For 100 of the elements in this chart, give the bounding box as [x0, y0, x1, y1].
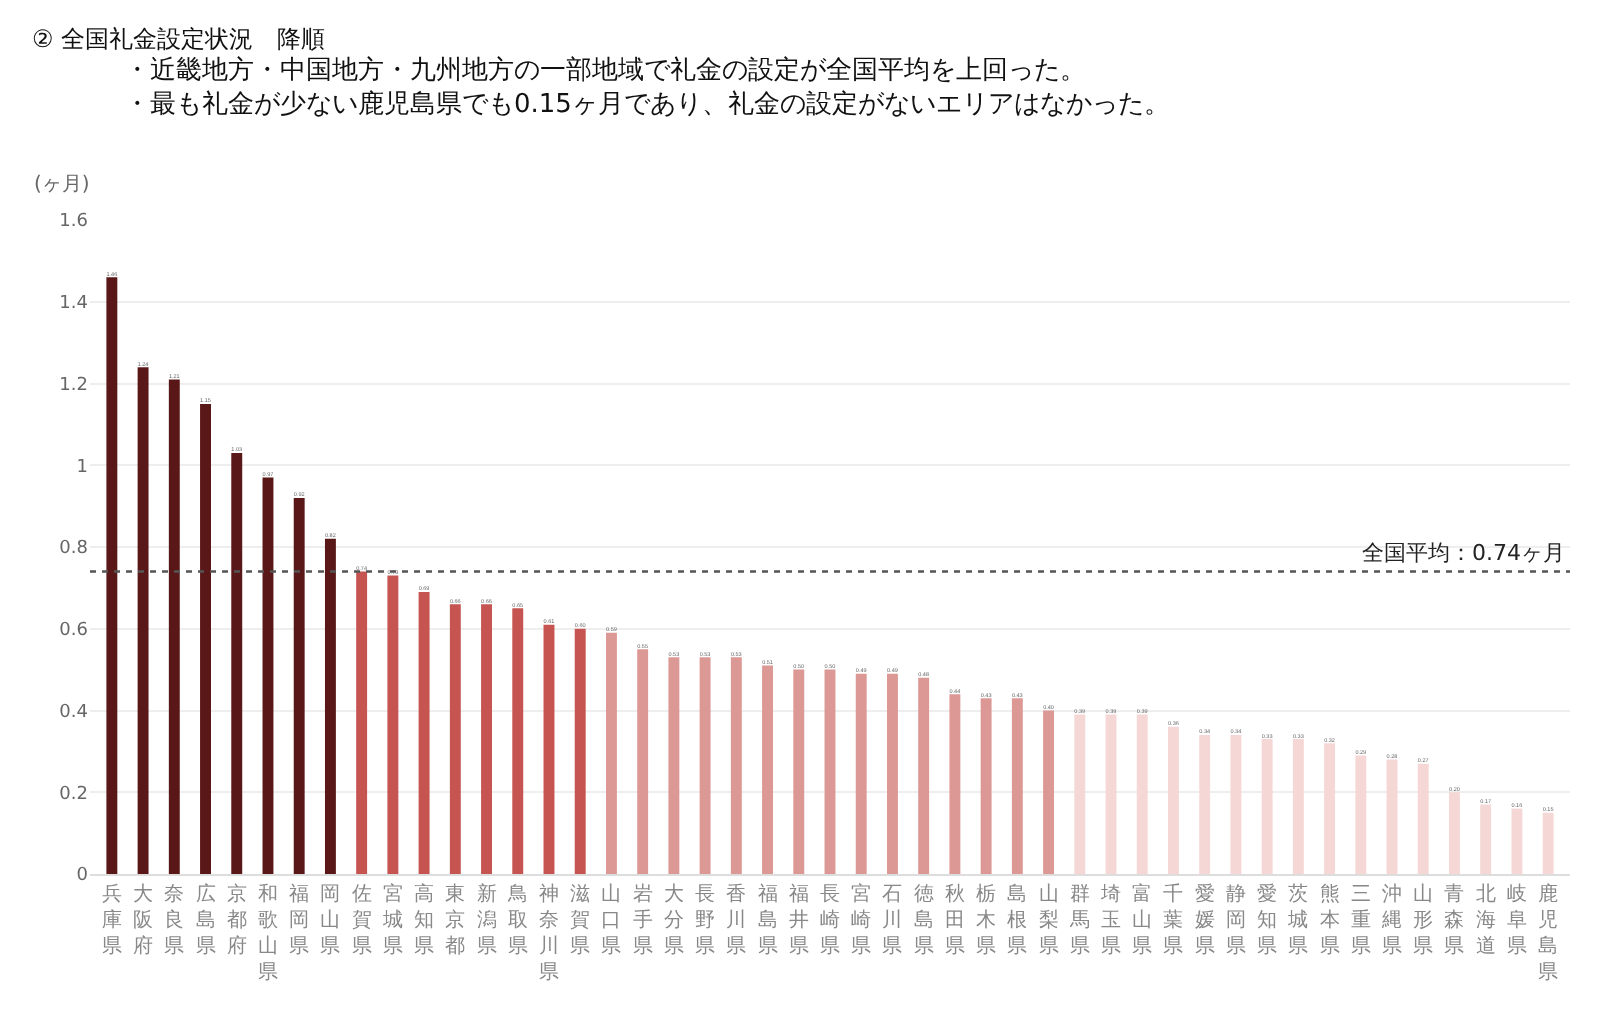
x-tick-label: 愛知県 [1257, 882, 1278, 958]
bar [1011, 698, 1023, 874]
bar [543, 624, 555, 874]
bar [1074, 714, 1086, 874]
bar [356, 571, 368, 874]
y-tick-label: 1.4 [59, 294, 89, 315]
x-tick-label: 兵庫県 [101, 882, 122, 958]
bar [855, 673, 867, 874]
bar [824, 669, 836, 874]
y-tick-label: 0.2 [59, 784, 88, 805]
x-tick-label: 石川県 [882, 884, 903, 958]
ref-line-label: 全国平均：0.74ヶ月 [1362, 540, 1565, 566]
bar [1542, 812, 1554, 874]
x-tick-label: 岐阜県 [1506, 882, 1527, 958]
bar [1168, 726, 1179, 874]
x-tick-label: 静岡県 [1225, 882, 1246, 958]
bar [1511, 808, 1523, 874]
bar [418, 591, 430, 874]
x-tick-label: 山梨県 [1038, 882, 1059, 958]
x-tick-label: 長野県 [695, 884, 716, 958]
x-tick-label: 群馬県 [1067, 882, 1090, 958]
x-tick-label: 山形県 [1413, 882, 1434, 958]
x-tick-label: 富山県 [1132, 882, 1153, 958]
x-tick-label: 神奈川県 [538, 882, 559, 984]
bar [793, 669, 805, 874]
y-tick-label: 0.4 [59, 702, 89, 723]
x-tick-label: 福島県 [757, 882, 778, 958]
bar [730, 657, 742, 874]
x-tick-label: 大分県 [663, 882, 684, 958]
y-tick-label: 0.8 [59, 539, 89, 560]
bar [1449, 792, 1460, 874]
chart-title: ② 全国礼金設定状況 降順 [32, 25, 326, 54]
x-tick-label: 宮城県 [380, 882, 403, 958]
x-tick-label: 千葉県 [1163, 882, 1184, 958]
x-tick-label: 福井県 [788, 882, 809, 958]
x-tick-label: 島根県 [1007, 882, 1028, 958]
bar [762, 665, 774, 874]
x-tick-label: 熊本県 [1319, 882, 1340, 958]
bar [574, 628, 586, 874]
bar [980, 698, 992, 874]
bar [1136, 714, 1148, 874]
bar [1355, 755, 1367, 874]
x-tick-label: 奈良県 [164, 884, 185, 958]
bar [1261, 739, 1273, 874]
x-tick-label: 大阪府 [133, 882, 154, 958]
x-tick-label: 三重県 [1350, 884, 1371, 958]
y-tick-label: 1 [76, 457, 88, 478]
bar [637, 649, 649, 874]
x-tick-label: 山口県 [601, 882, 622, 958]
x-tick-label: 岡山県 [320, 884, 341, 958]
bar [324, 538, 336, 874]
x-tick-label: 佐賀県 [351, 884, 372, 958]
x-tick-label: 徳島県 [913, 884, 934, 958]
bar [262, 477, 274, 874]
x-tick-label: 和歌山県 [257, 882, 278, 984]
x-tick-label: 北海道 [1475, 882, 1496, 958]
bar [1292, 739, 1304, 874]
bar [699, 657, 711, 874]
bar [387, 575, 399, 874]
bar [481, 604, 492, 874]
x-tick-label: 京都府 [226, 882, 247, 958]
bar [168, 379, 180, 874]
y-tick-label: 1.6 [59, 212, 89, 233]
x-tick-label: 東京都 [445, 882, 466, 958]
bar [106, 277, 118, 874]
bar [1043, 710, 1055, 874]
x-tick-label: 岩手県 [632, 882, 653, 958]
x-tick-label: 滋賀県 [570, 882, 591, 958]
x-tick-label: 新潟県 [476, 882, 497, 958]
bar [1199, 735, 1211, 874]
bar [1480, 804, 1492, 874]
bar [512, 608, 524, 874]
bar [1230, 735, 1242, 874]
bar [293, 497, 305, 874]
x-tick-label: 宮崎県 [851, 882, 872, 958]
x-tick-label: 秋田県 [944, 882, 965, 958]
bar [668, 657, 680, 874]
bar [231, 452, 243, 874]
bar [137, 367, 149, 874]
bar [886, 673, 898, 874]
x-tick-label: 青森県 [1444, 882, 1465, 958]
bar [1105, 714, 1117, 874]
x-tick-label: 長崎県 [820, 884, 840, 958]
x-tick-label: 広島県 [195, 882, 216, 958]
text: ・最も礼金が少ない鹿児島県でも0.15ヶ月であり、礼金の設定がないエリアはなかった。 [124, 90, 1170, 120]
bar [605, 632, 617, 874]
x-tick-label: 沖縄県 [1380, 882, 1403, 958]
x-tick-label: 愛媛県 [1194, 882, 1215, 958]
y-axis-title: (ヶ月) [34, 174, 90, 196]
bar [1386, 759, 1398, 874]
x-tick-label: 埼玉県 [1099, 882, 1122, 958]
bar [1417, 763, 1429, 874]
bar [1324, 743, 1336, 874]
y-tick-label: 0.6 [59, 621, 89, 642]
chart-subtitle: ・近畿地方・中国地方・九州地方の一部地域で礼金の設定が全国平均を上回った。 [124, 54, 1086, 86]
bar [200, 403, 211, 874]
x-tick-label: 鳥取県 [505, 882, 528, 958]
bar [449, 604, 461, 874]
x-tick-label: 高知県 [414, 882, 435, 958]
y-tick-label: 1.2 [59, 375, 88, 396]
